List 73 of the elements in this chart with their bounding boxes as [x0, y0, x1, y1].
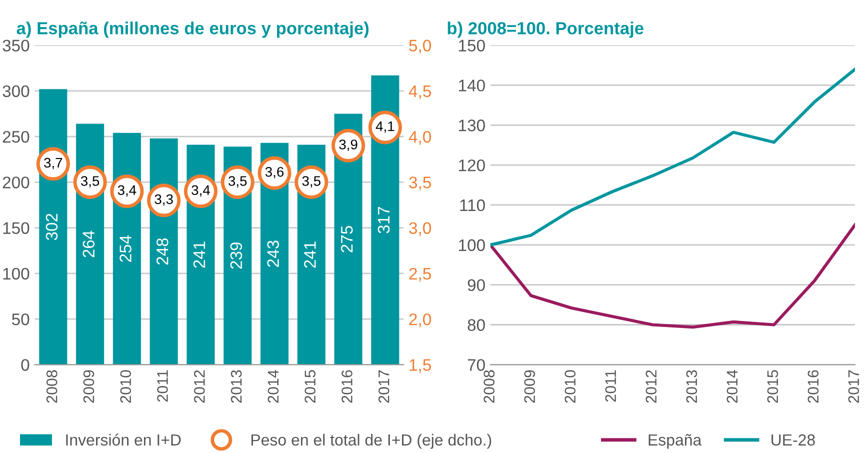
y2-tick-label: 2,0 [409, 313, 431, 328]
x-tick-label: 2013 [230, 370, 242, 403]
data-label: 302 [46, 214, 58, 240]
y2-tick-label: 3,5 [409, 176, 431, 190]
data-label: 241 [193, 242, 206, 268]
y-tick-label: 350 [2, 40, 30, 52]
x-tick-label: 2008 [46, 370, 58, 403]
data-label: 3,7 [44, 158, 62, 170]
y-tick-label: 100 [3, 268, 30, 280]
x-tick-label: 2015 [767, 370, 778, 403]
chart-title: b) 2008=100. Porcentaje [448, 22, 644, 38]
x-tick-label: 2014 [726, 370, 738, 403]
line-series [490, 223, 855, 329]
y-tick-label: 70 [468, 359, 485, 371]
y-tick-label: 120 [459, 159, 485, 172]
data-label: 3,3 [154, 194, 173, 206]
x-tick-label: 2016 [808, 370, 819, 403]
data-label: 3,4 [118, 185, 136, 197]
y-tick-label: 300 [2, 85, 30, 98]
legend-label: Peso en el total de I+D (eje dcho.) [251, 434, 492, 449]
x-tick-label: 2014 [268, 370, 279, 403]
y-tick-label: 130 [459, 120, 485, 132]
x-tick-label: 2012 [646, 370, 657, 403]
y2-tick-label: 2,5 [409, 268, 431, 282]
data-label: 254 [120, 235, 132, 262]
y-tick-label: 250 [2, 130, 30, 143]
y2-tick-label: 1,5 [410, 359, 431, 373]
x-tick-label: 2013 [686, 370, 698, 403]
data-label: 241 [304, 242, 316, 268]
data-label: 3,9 [339, 140, 358, 152]
data-label: 317 [378, 206, 390, 234]
legend-label: España [648, 434, 702, 449]
y-tick-label: 50 [12, 313, 30, 326]
x-tick-label: 2010 [120, 370, 132, 403]
y2-tick-label: 4,5 [408, 85, 431, 100]
data-label: 248 [156, 238, 168, 265]
y-tick-label: 110 [460, 199, 485, 212]
x-tick-label: 2015 [304, 370, 316, 403]
data-label: 3,5 [302, 176, 320, 188]
data-label: 3,5 [228, 176, 247, 188]
x-tick-label: 2010 [564, 370, 576, 403]
y-tick-label: 90 [468, 279, 485, 292]
data-label: 3,5 [80, 176, 100, 188]
x-tick-label: 2009 [83, 370, 94, 403]
line-series [490, 68, 855, 246]
y-tick-label: 0 [21, 359, 30, 371]
data-label: 3,6 [265, 166, 284, 178]
y-tick-label: 200 [2, 176, 30, 188]
y2-tick-label: 4,0 [408, 130, 431, 145]
y2-tick-label: 5,0 [409, 40, 431, 54]
data-label: 3,4 [192, 185, 210, 197]
data-label: 4,1 [376, 121, 394, 133]
y-tick-label: 80 [468, 319, 485, 331]
data-label: 239 [230, 242, 242, 269]
x-tick-label: 2011 [157, 370, 168, 402]
data-label: 275 [340, 226, 353, 252]
legend-label: UE-28 [772, 434, 815, 446]
x-tick-label: 2011 [605, 370, 616, 402]
y2-tick-label: 3,0 [409, 222, 431, 236]
x-tick-label: 2012 [194, 370, 205, 403]
y-tick-label: 100 [459, 239, 485, 252]
y-tick-label: 140 [459, 80, 485, 92]
chart-title: a) España (millones de euros y porcentaje) [16, 22, 369, 38]
y-tick-label: 150 [3, 222, 30, 234]
legend-label: Inversión en I+D [66, 434, 181, 446]
data-label: 243 [267, 240, 279, 267]
x-tick-label: 2009 [524, 370, 536, 403]
x-tick-label: 2008 [484, 370, 495, 403]
x-tick-label: 2016 [342, 370, 352, 403]
x-tick-label: 2017 [848, 370, 860, 403]
data-label: 264 [82, 230, 95, 258]
x-tick-label: 2017 [378, 370, 390, 403]
y-tick-label: 150 [459, 40, 485, 52]
